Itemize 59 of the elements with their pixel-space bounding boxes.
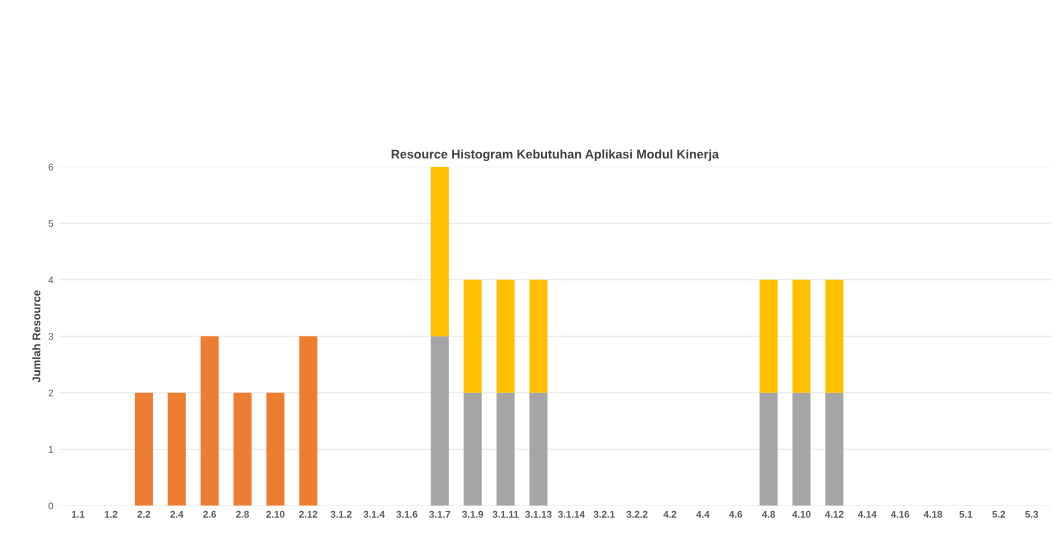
bar [430,166,449,337]
x-tick-label: 3.1.14 [558,510,585,518]
x-tick-label: 4.4 [696,510,710,518]
x-tick-label: 4.18 [923,510,943,518]
bar [496,392,515,506]
x-tick-label: 1.1 [71,510,85,518]
y-tick-label: 4 [48,276,54,284]
x-tick-label: 4.6 [729,510,743,518]
x-tick-label: 4.2 [663,510,677,518]
x-tick-label: 2.10 [266,510,285,518]
bar [792,392,811,506]
bar [529,279,548,393]
x-tick-label: 3.1.13 [525,510,552,518]
x-tick-label: 1.2 [104,510,118,518]
y-tick-label: 5 [48,220,54,227]
bar [792,279,811,393]
x-tick-label: 4.8 [762,510,776,518]
bar [463,279,482,393]
y-tick-label: 3 [48,332,54,340]
bar [134,392,153,506]
x-tick-label: 3.1.2 [330,510,352,518]
x-tick-label: 3.1.6 [396,510,418,518]
bar [167,392,186,506]
y-tick-label: 2 [48,389,54,397]
bar [200,336,219,506]
bar [825,279,844,393]
x-tick-label: 2.12 [299,510,318,518]
x-tick-label: 3.1.9 [462,510,484,518]
x-tick-label: 3.1.11 [492,510,519,518]
x-tick-label: 3.2.1 [593,510,615,518]
bar [825,392,844,506]
bar [529,392,548,506]
x-tick-label: 5.3 [1025,510,1039,518]
x-tick-label: 5.1 [959,510,973,518]
x-tick-label: 2.2 [137,510,151,518]
x-tick-label: 5.2 [992,510,1006,518]
x-tick-label: 3.1.4 [363,510,385,518]
x-tick-label: 4.12 [825,510,844,518]
bar [759,392,778,506]
x-tick-label: 4.14 [857,510,877,518]
bar [266,392,285,506]
bar [233,392,252,506]
x-tick-label: 2.8 [236,510,249,518]
bar [496,279,515,393]
bar [430,336,449,506]
x-tick-label: 3.1.7 [429,510,451,518]
chart-title: Resource Histogram Kebutuhan Aplikasi Modul Kinerja [391,149,720,162]
y-tick-label: 0 [48,502,54,510]
y-tick-label: 6 [48,163,54,171]
x-tick-label: 2.4 [170,510,184,518]
bar [299,336,318,506]
y-tick-label: 1 [48,446,54,453]
y-axis-title: Jumlah Resource [32,290,41,383]
x-tick-label: 4.16 [890,510,910,518]
x-tick-label: 4.10 [792,510,811,518]
x-tick-label: 3.2.2 [626,510,648,518]
bar [759,279,778,393]
bar [463,392,482,506]
x-tick-label: 2.6 [203,510,217,518]
